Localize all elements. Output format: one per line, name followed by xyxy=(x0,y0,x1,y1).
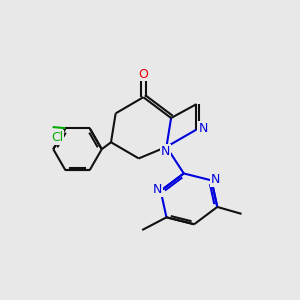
Text: N: N xyxy=(198,122,208,135)
Text: Cl: Cl xyxy=(51,131,63,144)
Text: O: O xyxy=(138,68,148,81)
Text: N: N xyxy=(211,173,220,186)
Text: N: N xyxy=(153,183,163,196)
Text: N: N xyxy=(160,145,170,158)
